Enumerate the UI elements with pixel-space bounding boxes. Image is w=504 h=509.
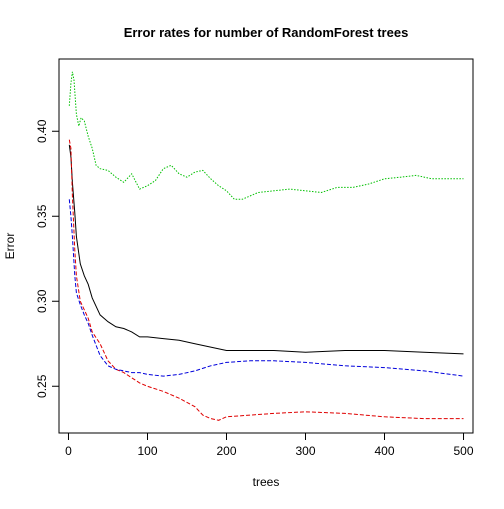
x-tick-label: 200	[216, 444, 236, 458]
x-axis-label: trees	[253, 475, 280, 489]
plot-frame	[58, 58, 474, 434]
y-axis-label: Error	[3, 233, 17, 260]
series-line-1	[68, 144, 464, 355]
series-line-2	[68, 139, 464, 421]
y-tick-label: 0.40	[35, 119, 49, 143]
x-tick-label: 500	[454, 444, 474, 458]
series-line-4	[68, 71, 464, 200]
y-axis: 0.25 0.30 0.35 0.40	[35, 119, 60, 398]
x-tick-label: 400	[374, 444, 394, 458]
y-tick-label: 0.35	[35, 204, 49, 228]
y-tick-label: 0.25	[35, 374, 49, 398]
chart-title: Error rates for number of RandomForest t…	[124, 25, 409, 40]
x-tick-label: 100	[137, 444, 157, 458]
series-line-3	[68, 199, 464, 377]
x-tick-label: 0	[65, 444, 72, 458]
x-axis: 0 100 200 300 400 500	[65, 432, 474, 458]
x-tick-label: 300	[295, 444, 315, 458]
y-tick-label: 0.30	[35, 289, 49, 313]
series-layer	[68, 71, 464, 421]
